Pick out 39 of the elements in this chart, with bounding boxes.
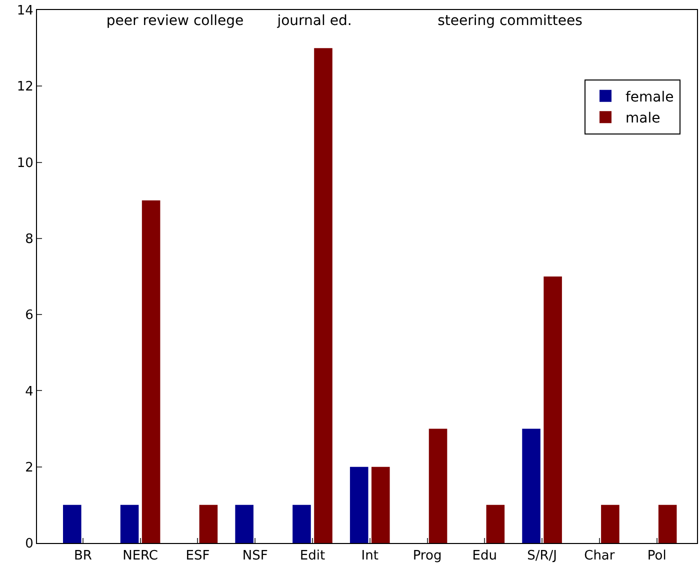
- bar: [522, 428, 540, 543]
- y-tick-label: 10: [16, 156, 34, 171]
- bar: [544, 276, 562, 543]
- y-tick-label: 0: [25, 536, 34, 552]
- x-tick-label: Edit: [300, 548, 326, 564]
- bar: [63, 504, 82, 543]
- bar: [314, 48, 332, 543]
- annotation: journal ed.: [276, 13, 352, 29]
- bar: [142, 200, 160, 543]
- x-tick-label: Pol: [647, 548, 666, 564]
- x-tick-label: NSF: [242, 548, 268, 564]
- x-tick-label: Char: [584, 548, 616, 564]
- bar: [350, 466, 368, 543]
- y-tick-label: 2: [25, 460, 34, 476]
- x-tick-label: Int: [361, 548, 378, 564]
- y-tick-label: 4: [25, 384, 34, 400]
- bar: [428, 428, 448, 543]
- annotation: peer review college: [106, 13, 244, 29]
- x-tick-label: Edu: [472, 548, 498, 564]
- y-tick-label: 14: [16, 4, 34, 19]
- bar: [120, 504, 139, 543]
- bar: [658, 504, 677, 543]
- x-tick-label: BR: [74, 548, 92, 564]
- bar: [601, 504, 620, 543]
- bar: [235, 504, 254, 543]
- annotation: steering committees: [438, 13, 582, 29]
- legend-label: female: [626, 89, 674, 106]
- bar: [292, 504, 311, 543]
- bar: [199, 504, 218, 543]
- x-tick-label: NERC: [122, 548, 158, 564]
- bar: [371, 466, 390, 543]
- bar: [486, 504, 505, 543]
- x-tick-label: S/R/J: [527, 548, 557, 564]
- y-tick-label: 12: [16, 80, 34, 95]
- x-tick-label: Prog: [412, 548, 442, 564]
- y-tick-label: 6: [25, 308, 34, 324]
- x-tick-label: ESF: [186, 548, 210, 564]
- legend-label: male: [626, 110, 660, 127]
- y-tick-label: 8: [25, 232, 34, 247]
